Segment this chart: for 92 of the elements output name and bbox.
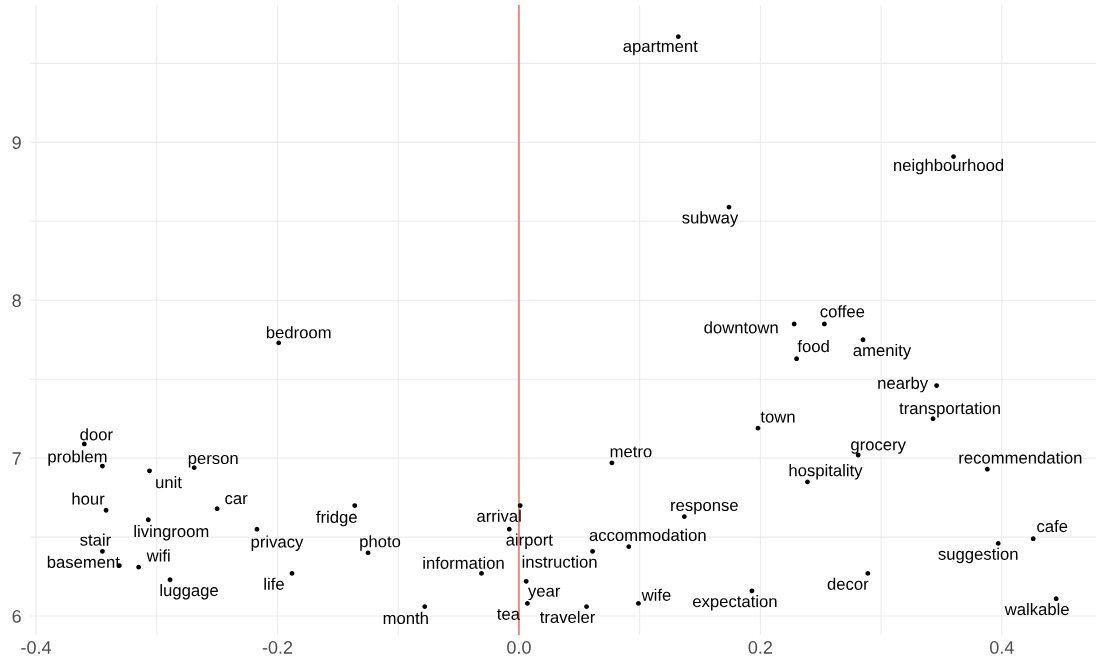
data-label: instruction <box>522 555 597 568</box>
point <box>749 588 755 594</box>
point <box>136 564 142 570</box>
point <box>103 507 109 513</box>
point <box>636 601 641 606</box>
x-tick-label: 0.0 <box>507 641 531 654</box>
point <box>865 571 871 576</box>
x-tick-label: 0.4 <box>989 641 1014 654</box>
point <box>860 337 866 343</box>
data-label: unit <box>156 476 182 489</box>
data-label: photo <box>360 535 401 551</box>
data-label: decor <box>827 577 869 590</box>
data-label: livingroom <box>134 524 209 541</box>
point <box>100 548 105 554</box>
data-label: food <box>797 339 829 353</box>
data-label: life <box>264 577 284 590</box>
point <box>675 34 681 39</box>
point <box>517 503 523 508</box>
data-label: basement <box>47 555 120 568</box>
data-label: hour <box>72 492 105 505</box>
point <box>523 578 529 584</box>
x-tick-label: -0.4 <box>21 641 52 654</box>
data-label: wifi <box>146 549 170 562</box>
point <box>609 460 615 466</box>
data-label: accommodation <box>589 528 706 542</box>
data-label: amenity <box>853 343 912 360</box>
point <box>289 571 295 576</box>
data-label: arrival <box>477 509 521 522</box>
data-label: town <box>760 411 795 423</box>
point <box>524 601 530 606</box>
point <box>81 441 87 447</box>
data-label: tea <box>497 608 520 620</box>
data-label: airport <box>506 533 553 549</box>
data-label: expectation <box>693 595 777 611</box>
point <box>821 321 827 327</box>
point <box>1030 536 1036 542</box>
data-label: coffee <box>820 305 865 318</box>
data-label: response <box>671 501 738 515</box>
data-label: person <box>188 454 238 468</box>
data-label: nearby <box>878 376 929 393</box>
data-label: neighbourhood <box>894 158 1004 175</box>
data-label: cafe <box>1037 519 1068 533</box>
point <box>1053 596 1059 602</box>
point <box>995 541 1001 546</box>
point <box>794 356 799 362</box>
point <box>479 571 484 576</box>
point <box>422 604 428 609</box>
point <box>626 544 632 549</box>
point <box>791 321 797 327</box>
point <box>726 204 732 210</box>
y-tick-label: 8 <box>12 294 21 307</box>
data-label: recommendation <box>959 451 1082 464</box>
point <box>167 577 173 583</box>
data-label: door <box>80 428 113 441</box>
data-label: information <box>423 556 504 569</box>
point <box>590 548 595 554</box>
data-label: stair <box>80 533 111 546</box>
y-tick-label: 6 <box>12 609 21 623</box>
data-label: grocery <box>851 441 906 454</box>
point <box>254 526 260 532</box>
data-label: year <box>528 587 561 601</box>
data-label: suggestion <box>938 547 1018 564</box>
data-label: wife <box>641 588 671 601</box>
data-label: month <box>383 611 428 625</box>
data-label: fridge <box>316 510 357 527</box>
data-label: downtown <box>704 321 778 334</box>
point <box>276 340 282 346</box>
data-label: walkable <box>1004 602 1069 616</box>
data-label: problem <box>48 450 107 466</box>
data-label: transportation <box>899 401 1000 418</box>
data-label: apartment <box>623 41 698 56</box>
point <box>755 425 761 431</box>
point <box>145 517 151 523</box>
data-label: privacy <box>251 535 304 551</box>
y-tick-label: 9 <box>12 136 21 150</box>
y-tick-label: 7 <box>12 452 21 465</box>
data-label: hospitality <box>789 464 863 480</box>
data-label: traveler <box>540 610 596 624</box>
x-tick-label: 0.2 <box>748 641 773 654</box>
point <box>984 466 990 472</box>
point <box>934 383 940 388</box>
point <box>214 506 220 512</box>
point <box>506 526 512 532</box>
data-label: bedroom <box>266 326 331 339</box>
point <box>147 468 152 474</box>
point <box>584 604 589 609</box>
x-tick-label: -0.2 <box>262 641 293 654</box>
data-label: subway <box>682 211 739 227</box>
point <box>352 503 358 508</box>
data-label: metro <box>610 446 652 458</box>
data-label: luggage <box>160 583 218 600</box>
data-label: car <box>225 495 248 505</box>
